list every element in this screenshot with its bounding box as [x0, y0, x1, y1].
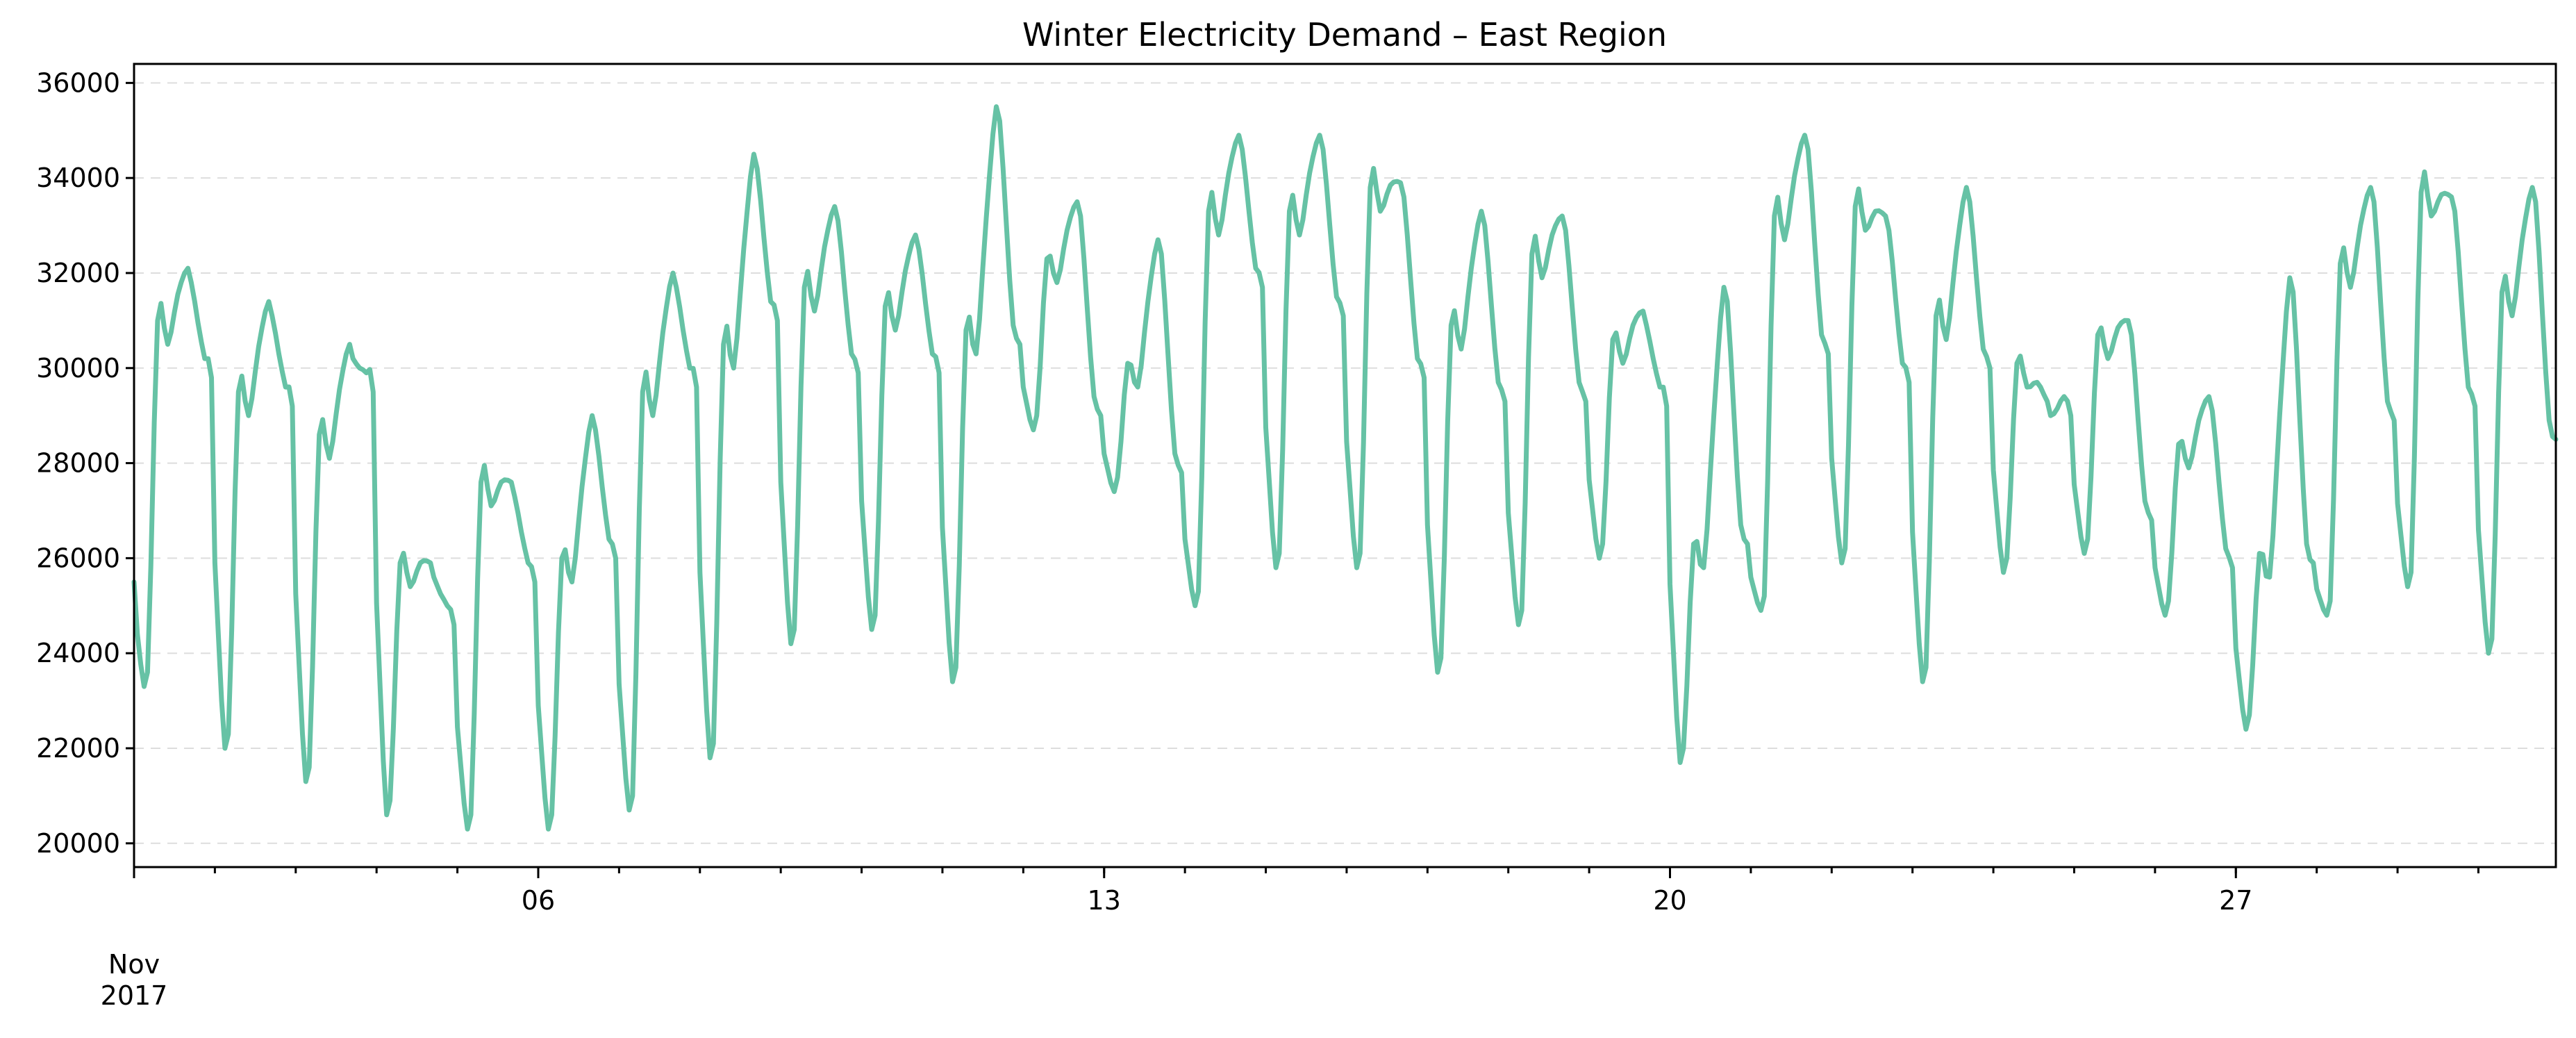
y-tick-label: 26000 — [36, 543, 120, 573]
y-tick-label: 34000 — [36, 163, 120, 193]
chart-title: Winter Electricity Demand – East Region — [1022, 16, 1667, 53]
x-tick-label: 27 — [2219, 885, 2252, 916]
series-line — [131, 104, 2559, 832]
x-month-label: Nov — [108, 949, 160, 980]
y-axis: 20000 22000 24000 26000 28000 30000 32000 34000… — [36, 67, 134, 859]
x-tick-label: 13 — [1088, 885, 1121, 916]
series-layer — [131, 104, 2559, 832]
y-tick-label: 36000 — [36, 67, 120, 98]
y-tick-label: 30000 — [36, 353, 120, 384]
x-year-label: 2017 — [101, 980, 168, 1011]
y-tick-label: 22000 — [36, 733, 120, 764]
plot-frame — [133, 63, 2557, 868]
x-tick-label: 06 — [522, 885, 555, 916]
y-tick-label: 32000 — [36, 258, 120, 288]
x-tick-label: 20 — [1653, 885, 1686, 916]
y-tick-label: 28000 — [36, 448, 120, 479]
y-tick-label: 24000 — [36, 638, 120, 668]
y-tick-label: 20000 — [36, 828, 120, 859]
